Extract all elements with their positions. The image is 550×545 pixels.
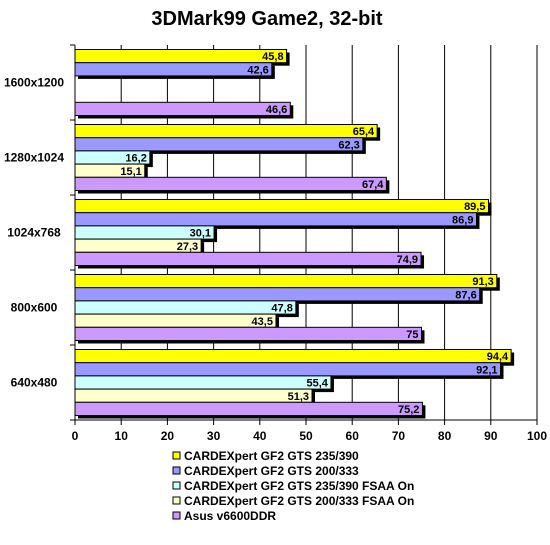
data-label: 30,1 [190,228,211,240]
chart-title: 3DMark99 Game2, 32-bit [151,8,383,30]
bar [74,300,297,315]
data-label: 75,2 [398,404,419,416]
bar [74,176,387,192]
legend-swatch [172,481,181,490]
bar [74,124,378,139]
data-label: 62,3 [338,139,359,151]
bar [74,287,481,302]
bar [74,362,502,377]
data-label: 91,3 [472,276,493,288]
bar [74,326,422,341]
bar [74,251,422,267]
legend-label: CARDEXpert GF2 GTS 235/390 [184,449,359,463]
legend-label: CARDEXpert GF2 GTS 200/333 [184,464,359,478]
x-tick-label: 90 [484,429,498,443]
bar [74,274,498,289]
axes: 1600x1200 1280x1024 1024x768 800x600 640x480… [4,44,547,443]
x-tick-label: 10 [115,429,129,443]
bar [74,313,277,328]
data-label: 27,3 [177,241,198,253]
bar [74,349,512,364]
data-label: 47,8 [271,303,292,315]
bar [74,49,288,64]
data-label: 16,2 [125,153,146,165]
bar [74,199,489,214]
legend-label: CARDEXpert GF2 GTS 235/390 FSAA On [184,479,414,493]
bar [74,388,313,403]
data-label: 94,4 [487,351,509,363]
category-label: 800x600 [11,301,58,315]
data-label: 75 [406,329,418,341]
data-label: 42,6 [247,64,268,76]
data-label: 55,4 [307,378,329,390]
data-label: 67,4 [362,179,384,191]
category-label: 1600x1200 [4,76,64,90]
data-label: 46,6 [266,104,287,116]
data-label: 92,1 [476,364,497,376]
x-tick-label: 50 [299,429,313,443]
data-label: 51,3 [288,391,309,403]
data-label: 89,5 [464,201,485,213]
legend-swatch [172,511,181,520]
legend-label: Asus v6600DDR [184,509,276,523]
x-tick-label: 60 [346,429,360,443]
category-label: 1024x768 [7,226,61,240]
legend-label: CARDEXpert GF2 GTS 200/333 FSAA On [184,494,414,508]
bars [74,49,515,419]
x-tick-label: 0 [72,429,79,443]
data-label: 87,6 [455,289,476,301]
bar [74,137,364,152]
data-label: 74,9 [397,254,418,266]
x-tick-label: 30 [207,429,221,443]
x-tick-label: 20 [161,429,175,443]
category-label: 1280x1024 [4,151,64,165]
x-tick-label: 70 [392,429,406,443]
legend-swatch [172,451,181,460]
data-label: 45,8 [262,51,283,63]
data-label: 43,5 [252,316,273,328]
x-tick-label: 80 [438,429,452,443]
legend-swatch [172,496,181,505]
data-label: 86,9 [452,214,473,226]
bar [74,212,477,227]
legend-swatch [172,466,181,475]
data-labels: 45,842,6 46,6 65,462,3 16,215,1 67,4 89,586,9… [120,51,509,416]
bar [74,101,291,117]
bar [74,401,423,416]
category-label: 640x480 [11,376,58,390]
data-label: 15,1 [120,166,141,178]
data-label: 65,4 [353,126,375,138]
x-tick-label: 100 [527,429,547,443]
bar [74,62,273,77]
x-tick-label: 40 [253,429,267,443]
bar [74,375,332,390]
